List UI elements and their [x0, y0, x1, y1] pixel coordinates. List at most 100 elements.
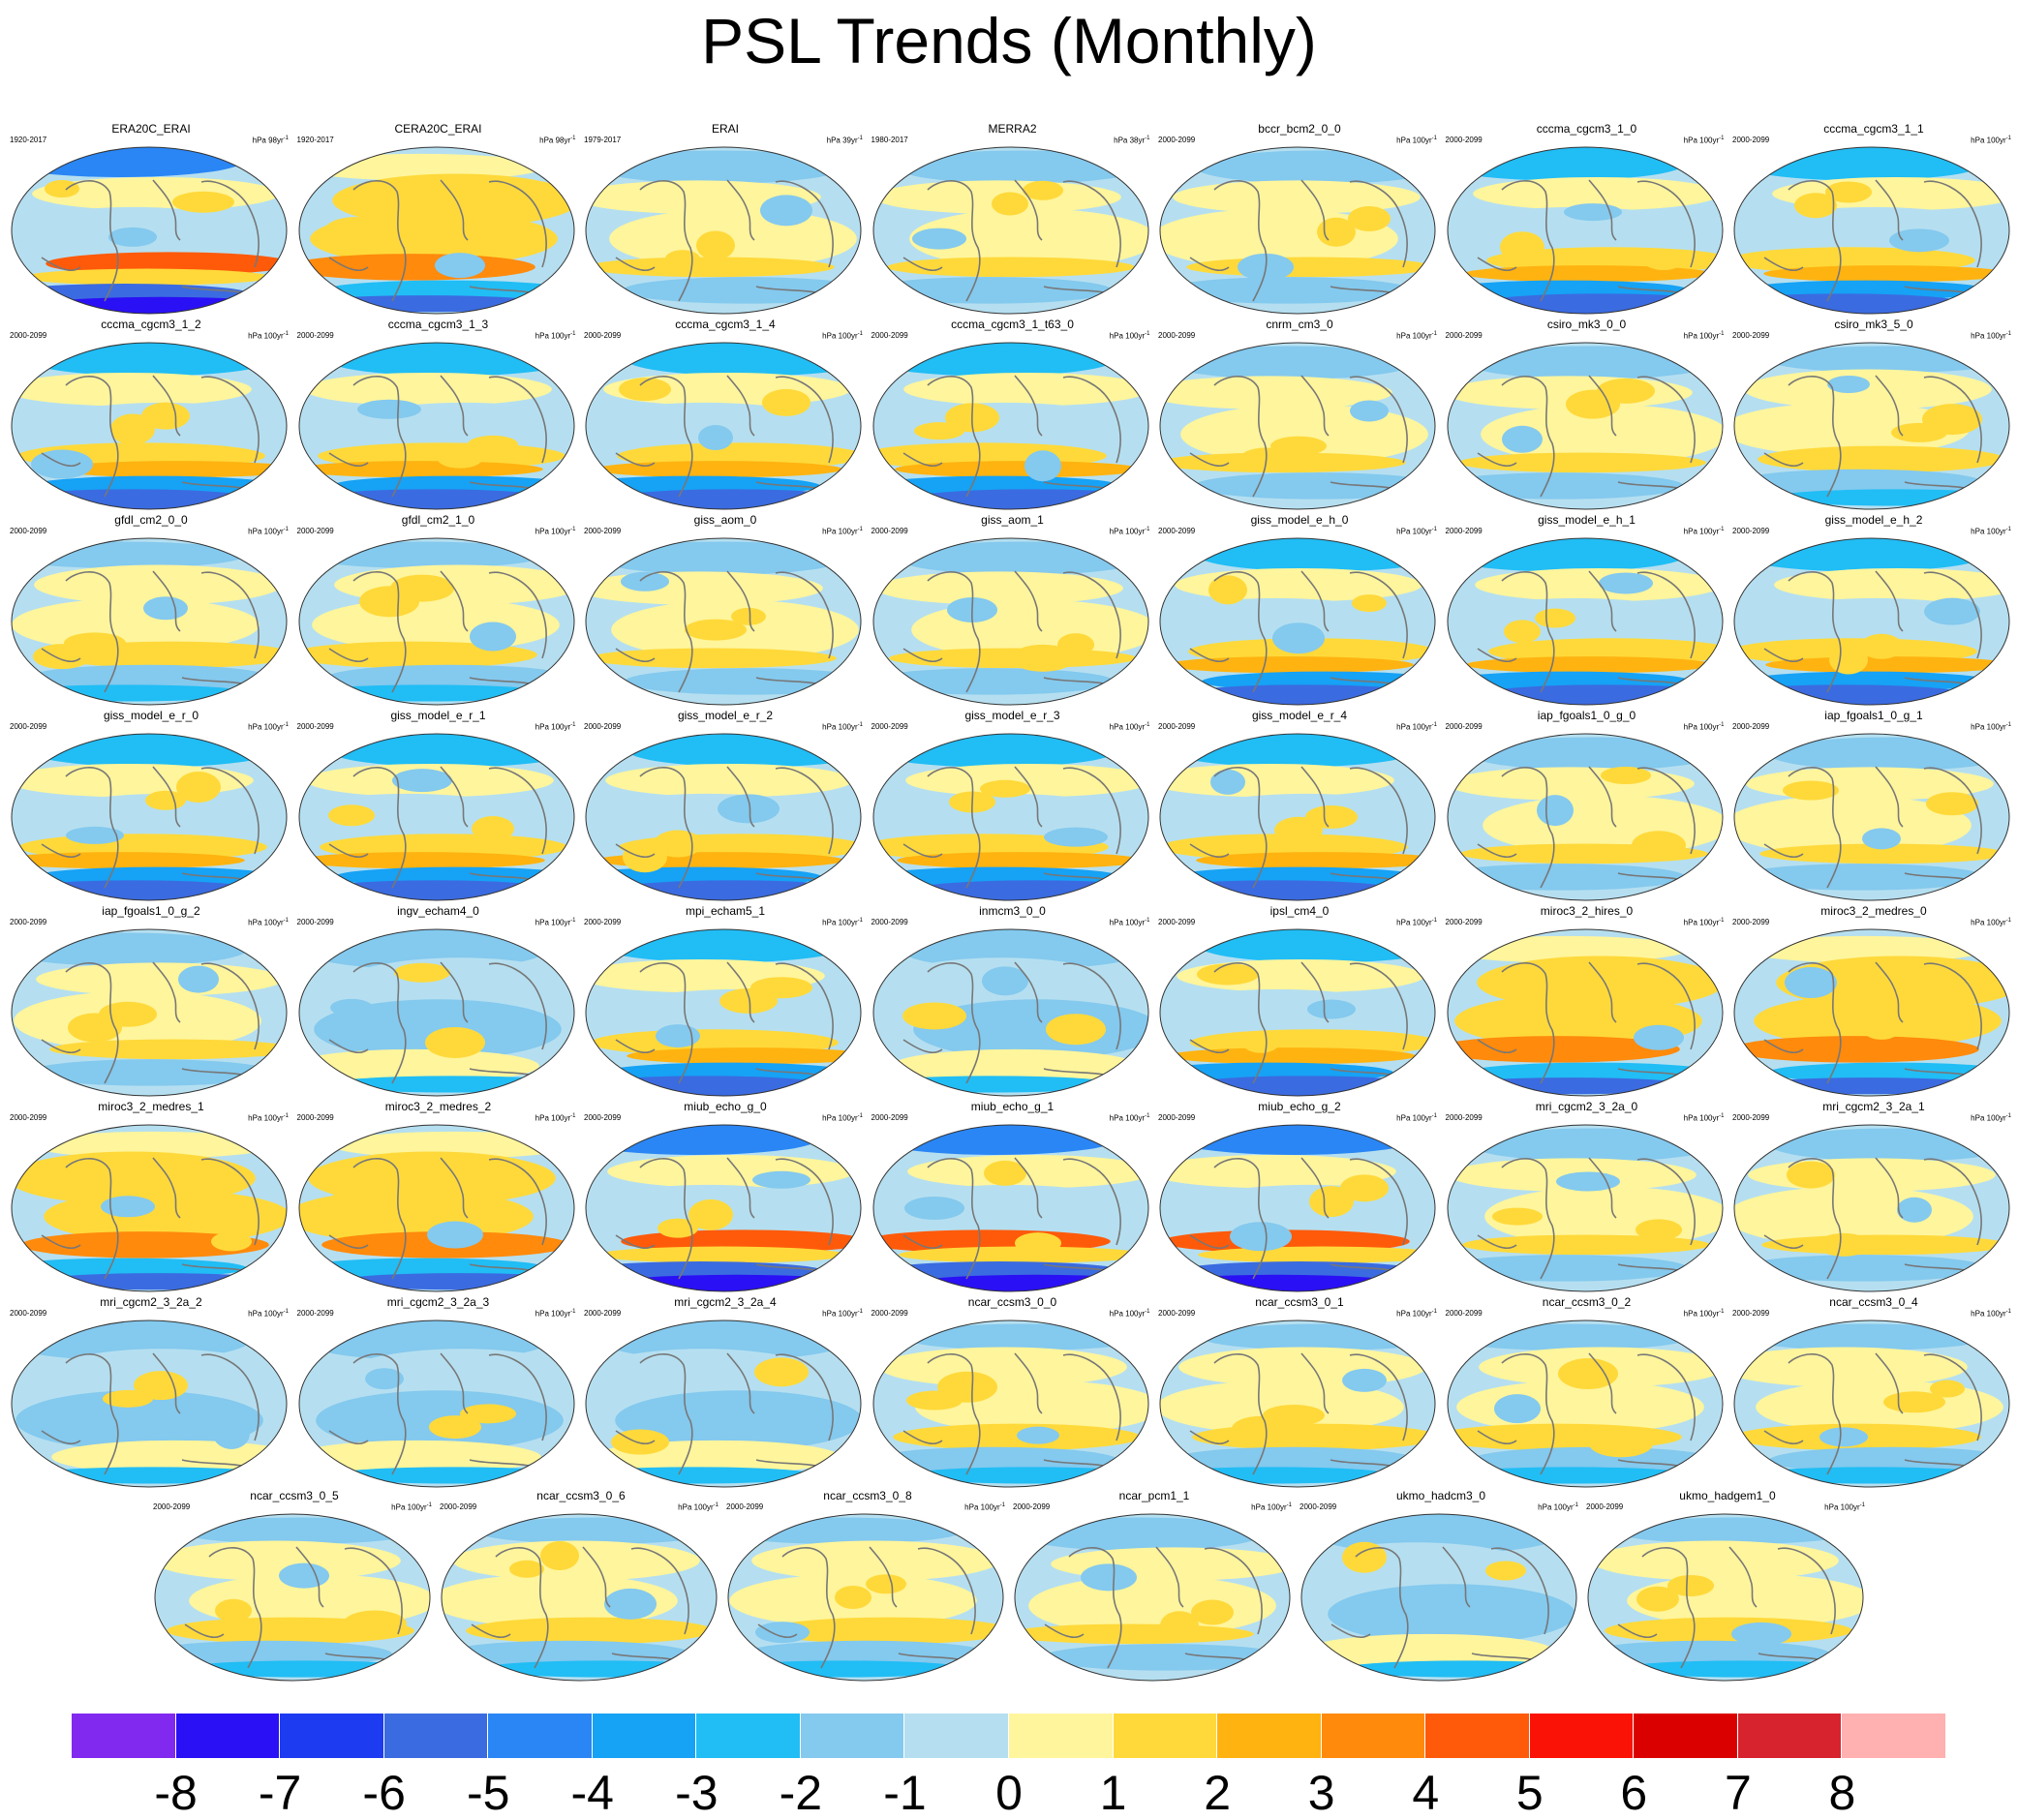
coastline [926, 767, 981, 889]
globe-map [1159, 537, 1436, 706]
coastline [1923, 180, 1982, 268]
trend-contour [1862, 828, 1901, 850]
coastline [1213, 376, 1268, 498]
coastline [726, 1157, 755, 1219]
coastline [1763, 257, 1804, 272]
coastline [1636, 571, 1696, 659]
globe-map [298, 928, 574, 1097]
globe-map [585, 733, 862, 901]
trend-contour [1167, 346, 1415, 379]
coastline [1763, 1430, 1804, 1445]
trend-contour [904, 763, 1148, 798]
trend-contour [1767, 1062, 2009, 1083]
trend-contour [892, 1423, 1141, 1451]
map-panel: bccr_bcm2_0_0 2000-2099 hPa 100yr-1 [1156, 122, 1443, 316]
panel-units: hPa 100yr-1 [248, 1113, 289, 1123]
globe-border [727, 1513, 1004, 1682]
globe-border [1733, 537, 2010, 706]
panel-units: hPa 98yr-1 [252, 136, 289, 145]
trend-contour [1457, 452, 1706, 473]
coastline [1636, 1353, 1696, 1441]
trend-contour [1348, 205, 1391, 231]
globe-map [1159, 1320, 1436, 1488]
map-panel: ncar_ccsm3_0_8 2000-2099 hPa 100yr-1 [724, 1489, 1011, 1683]
map-panel: csiro_mk3_0_0 2000-2099 hPa 100yr-1 [1444, 318, 1730, 511]
trend-contour [1667, 1574, 1714, 1596]
globe-border [1159, 733, 1436, 901]
trend-contour [1447, 538, 1687, 572]
coastline [1875, 179, 1904, 241]
trend-contour [1196, 852, 1435, 869]
coastline [1349, 376, 1408, 464]
coastline [1068, 1547, 1122, 1669]
globe-map [1447, 342, 1723, 510]
globe-border [1014, 1513, 1291, 1682]
trend-contour [21, 1231, 269, 1259]
panel-units: hPa 100yr-1 [1396, 136, 1437, 145]
panel-period: 2000-2099 [1158, 136, 1196, 144]
panel-title: mri_cgcm2_3_2a_3 [386, 1295, 490, 1309]
trend-contour [175, 1517, 423, 1544]
trend-contour [141, 402, 190, 430]
coastline [726, 961, 755, 1023]
globe-map [1014, 1513, 1291, 1682]
colorbar-box [1009, 1714, 1114, 1758]
map-panel: ncar_ccsm3_0_5 2000-2099 hPa 100yr-1 [151, 1489, 438, 1683]
coastline [1587, 179, 1617, 241]
coastline [352, 767, 407, 889]
trend-contour [37, 296, 285, 314]
trend-contour [303, 372, 552, 407]
trend-contour [1734, 795, 1972, 856]
globe-border [154, 1513, 431, 1682]
coastline [1923, 1353, 1982, 1441]
map-panel: CERA20C_ERAI 1920-2017 hPa 98yr-1 [295, 122, 582, 316]
coastline [65, 571, 119, 693]
map-panel: ncar_ccsm3_0_6 2000-2099 hPa 100yr-1 [438, 1489, 724, 1683]
panel-title: miub_echo_g_2 [1258, 1100, 1341, 1113]
panel-period: 1920-2017 [10, 136, 47, 144]
coastline [352, 376, 407, 498]
panel-period: 2000-2099 [296, 1113, 334, 1122]
panel-title: giss_model_e_r_2 [677, 709, 774, 722]
coastline [152, 570, 181, 632]
panel-period: 2000-2099 [1732, 1113, 1770, 1122]
coastline [1213, 1158, 1268, 1280]
coastline [1587, 570, 1617, 632]
trend-contour [586, 1076, 830, 1096]
trend-contour [213, 1417, 250, 1449]
trend-contour [599, 929, 847, 963]
coastline [328, 452, 368, 468]
trend-contour [1926, 792, 1978, 816]
trend-contour [1555, 1171, 1620, 1192]
trend-contour [586, 180, 821, 214]
colorbar-tick-label: -1 [883, 1766, 927, 1820]
coastline [439, 570, 469, 632]
coastline [1500, 571, 1555, 693]
coastline [1013, 375, 1043, 437]
coastline [352, 962, 407, 1084]
map-panel: giss_model_e_r_0 2000-2099 hPa 100yr-1 [8, 709, 294, 902]
trend-contour [362, 1173, 406, 1199]
coastline [1300, 179, 1330, 241]
globe-border [1733, 1320, 2010, 1488]
trend-contour [471, 816, 514, 842]
trend-contour [12, 372, 252, 407]
coastline [1213, 767, 1268, 889]
trend-contour [1774, 567, 2009, 602]
coastline [630, 1547, 689, 1635]
trend-contour [1737, 864, 1985, 891]
map-panel: gfdl_cm2_0_0 2000-2099 hPa 100yr-1 [8, 513, 294, 707]
coastline [1442, 1546, 1471, 1608]
panel-units: hPa 100yr-1 [535, 722, 576, 732]
coastline [200, 1353, 260, 1441]
panel-period: 2000-2099 [584, 1113, 622, 1122]
panel-period: 2000-2099 [726, 1502, 764, 1511]
trend-contour [880, 402, 1129, 450]
chart-title: PSL Trends (Monthly) [701, 5, 1317, 76]
trend-contour [1452, 597, 1700, 646]
map-panel: cccma_cgcm3_1_2 2000-2099 hPa 100yr-1 [8, 318, 294, 511]
panel-title: miub_echo_g_0 [684, 1100, 767, 1113]
trend-contour [1501, 425, 1543, 453]
coastline [1477, 1234, 1516, 1250]
trend-contour [298, 254, 535, 281]
